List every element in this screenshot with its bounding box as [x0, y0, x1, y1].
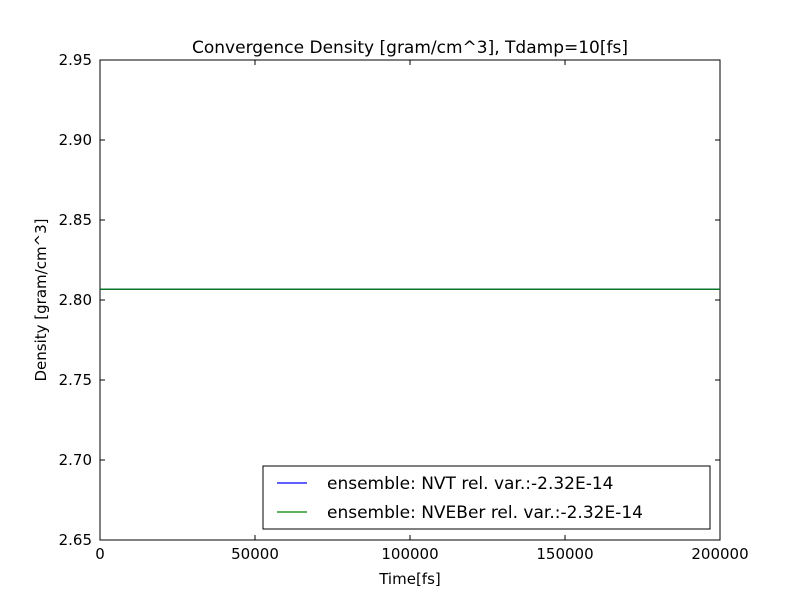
legend: ensemble: NVT rel. var.:-2.32E-14 ensembl…: [262, 465, 711, 530]
y-tick-label: 2.85: [59, 211, 92, 229]
x-tick-label: 50000: [231, 545, 279, 563]
y-tick-label: 2.65: [59, 531, 92, 549]
legend-label-2: ensemble: NVEBer rel. var.:-2.32E-14: [327, 503, 643, 523]
x-tick-label: 150000: [536, 545, 593, 563]
y-tick-label: 2.90: [59, 131, 92, 149]
y-tick-label: 2.80: [59, 291, 92, 309]
y-axis-label: Density [gram/cm^3]: [32, 218, 50, 381]
y-tick-label: 2.75: [59, 371, 92, 389]
x-tick-label: 100000: [381, 545, 438, 563]
plot-background: [100, 60, 720, 540]
x-axis: 0 50000 100000 150000 200000: [95, 60, 749, 563]
chart-title: Convergence Density [gram/cm^3], Tdamp=1…: [192, 38, 628, 58]
x-axis-label: Time[fs]: [378, 570, 441, 588]
y-tick-label: 2.95: [59, 51, 92, 69]
y-axis: 2.65 2.70 2.75 2.80 2.85 2.90 2.95: [59, 51, 720, 549]
x-tick-label: 0: [95, 545, 105, 563]
x-tick-label: 200000: [691, 545, 748, 563]
plot-area: [99, 59, 721, 541]
y-tick-label: 2.70: [59, 451, 92, 469]
legend-label-1: ensemble: NVT rel. var.:-2.32E-14: [327, 474, 614, 494]
legend-box: [262, 465, 711, 530]
